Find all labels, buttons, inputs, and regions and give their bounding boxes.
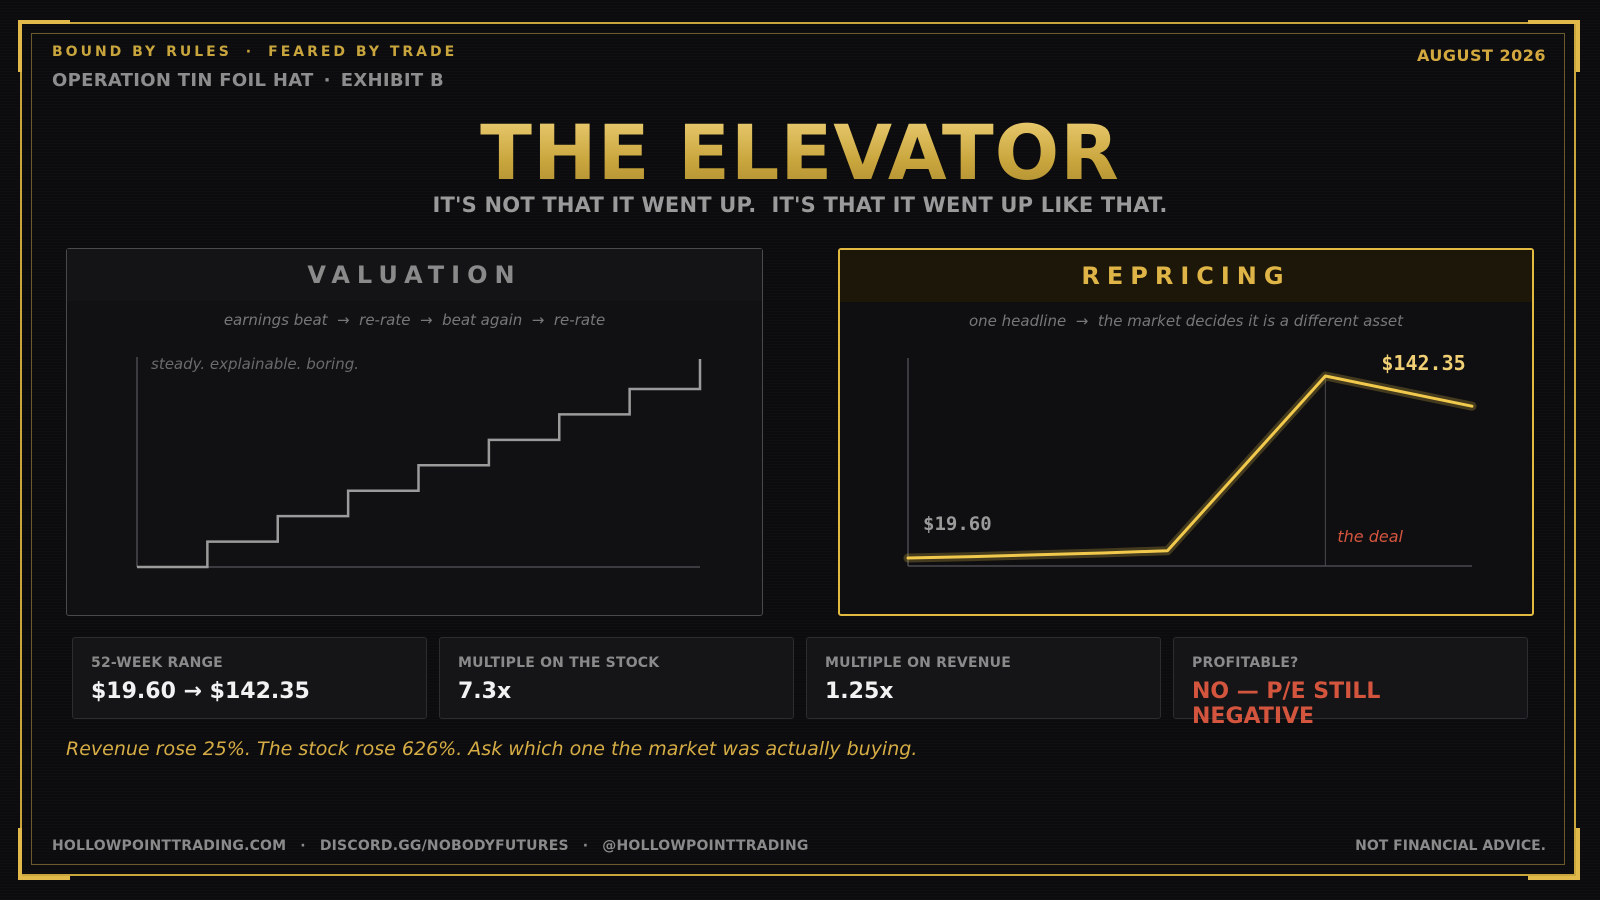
- corner-ornament: [18, 828, 70, 880]
- valuation-step-line: [137, 359, 702, 569]
- page-title: THE ELEVATOR: [0, 108, 1600, 197]
- price-line: [906, 374, 1474, 560]
- separator-dot: ·: [323, 70, 331, 91]
- repricing-subtitle: one headline → the market decides it is …: [968, 312, 1403, 330]
- stat-label: 52-WEEK RANGE: [91, 655, 223, 671]
- exhibit-label: EXHIBIT B: [340, 70, 445, 91]
- event-label: the deal: [1337, 527, 1403, 546]
- peak-price-label: $142.35: [1381, 351, 1465, 375]
- disclaimer: NOT FINANCIAL ADVICE.: [1355, 838, 1546, 854]
- repricing-panel: REPRICING one headline → the market deci…: [838, 248, 1534, 616]
- corner-ornament: [1528, 20, 1580, 72]
- stat-card-revenue-multiple: MULTIPLE ON REVENUE 1.25x: [806, 637, 1161, 719]
- stat-label: MULTIPLE ON THE STOCK: [458, 655, 660, 671]
- date-label: AUGUST 2026: [1416, 46, 1546, 65]
- valuation-panel: VALUATION earnings beat → re-rate → beat…: [66, 248, 763, 616]
- operation-line: OPERATION TIN FOIL HAT · EXHIBIT B: [52, 70, 444, 91]
- kicker-left: BOUND BY RULES: [52, 44, 232, 60]
- separator-dot: ·: [245, 44, 255, 60]
- footer-links: HOLLOWPOINTTRADING.COM · DISCORD.GG/NOBODY…: [52, 838, 809, 854]
- stat-card-profitable: PROFITABLE? NO — P/E STILL NEGATIVE: [1173, 637, 1528, 729]
- valuation-subtitle: earnings beat → re-rate → beat again → r…: [223, 311, 606, 329]
- operation-name: OPERATION TIN FOIL HAT: [52, 70, 314, 91]
- corner-ornament: [18, 20, 70, 72]
- footer-discord-link[interactable]: DISCORD.GG/NOBODYFUTURES: [319, 838, 569, 854]
- footer-handle-link[interactable]: @HOLLOWPOINTTRADING: [602, 838, 809, 854]
- stat-label: MULTIPLE ON REVENUE: [825, 655, 1011, 671]
- kicker-right: FEARED BY TRADE: [268, 44, 458, 60]
- page-subtitle: IT'S NOT THAT IT WENT UP. IT'S THAT IT W…: [432, 193, 1168, 217]
- closing-quote: Revenue rose 25%. The stock rose 626%. A…: [66, 738, 918, 760]
- valuation-annotation: steady. explainable. boring.: [151, 355, 359, 373]
- stat-card-range: 52-WEEK RANGE $19.60 → $142.35: [72, 637, 427, 719]
- repricing-title: REPRICING: [840, 250, 1532, 302]
- inner-frame: [31, 33, 1565, 865]
- separator-dot: ·: [300, 838, 306, 854]
- valuation-title: VALUATION: [67, 249, 762, 301]
- stat-value: NO — P/E STILL NEGATIVE: [1192, 679, 1381, 729]
- kicker: BOUND BY RULES · FEARED BY TRADE: [52, 44, 457, 60]
- stat-value: $19.60 → $142.35: [91, 679, 310, 704]
- stat-value: 1.25x: [825, 679, 894, 704]
- outer-frame: [20, 22, 1576, 876]
- separator-dot: ·: [582, 838, 589, 854]
- footer-site-link[interactable]: HOLLOWPOINTTRADING.COM: [52, 838, 287, 854]
- repricing-chart: $19.60 $142.35 the deal: [903, 351, 1477, 567]
- stat-label: PROFITABLE?: [1192, 655, 1299, 671]
- corner-ornament: [1528, 828, 1580, 880]
- start-price-label: $19.60: [923, 513, 992, 535]
- valuation-chart: steady. explainable. boring.: [136, 355, 702, 569]
- stat-value: 7.3x: [458, 679, 512, 704]
- stat-card-stock-multiple: MULTIPLE ON THE STOCK 7.3x: [439, 637, 794, 719]
